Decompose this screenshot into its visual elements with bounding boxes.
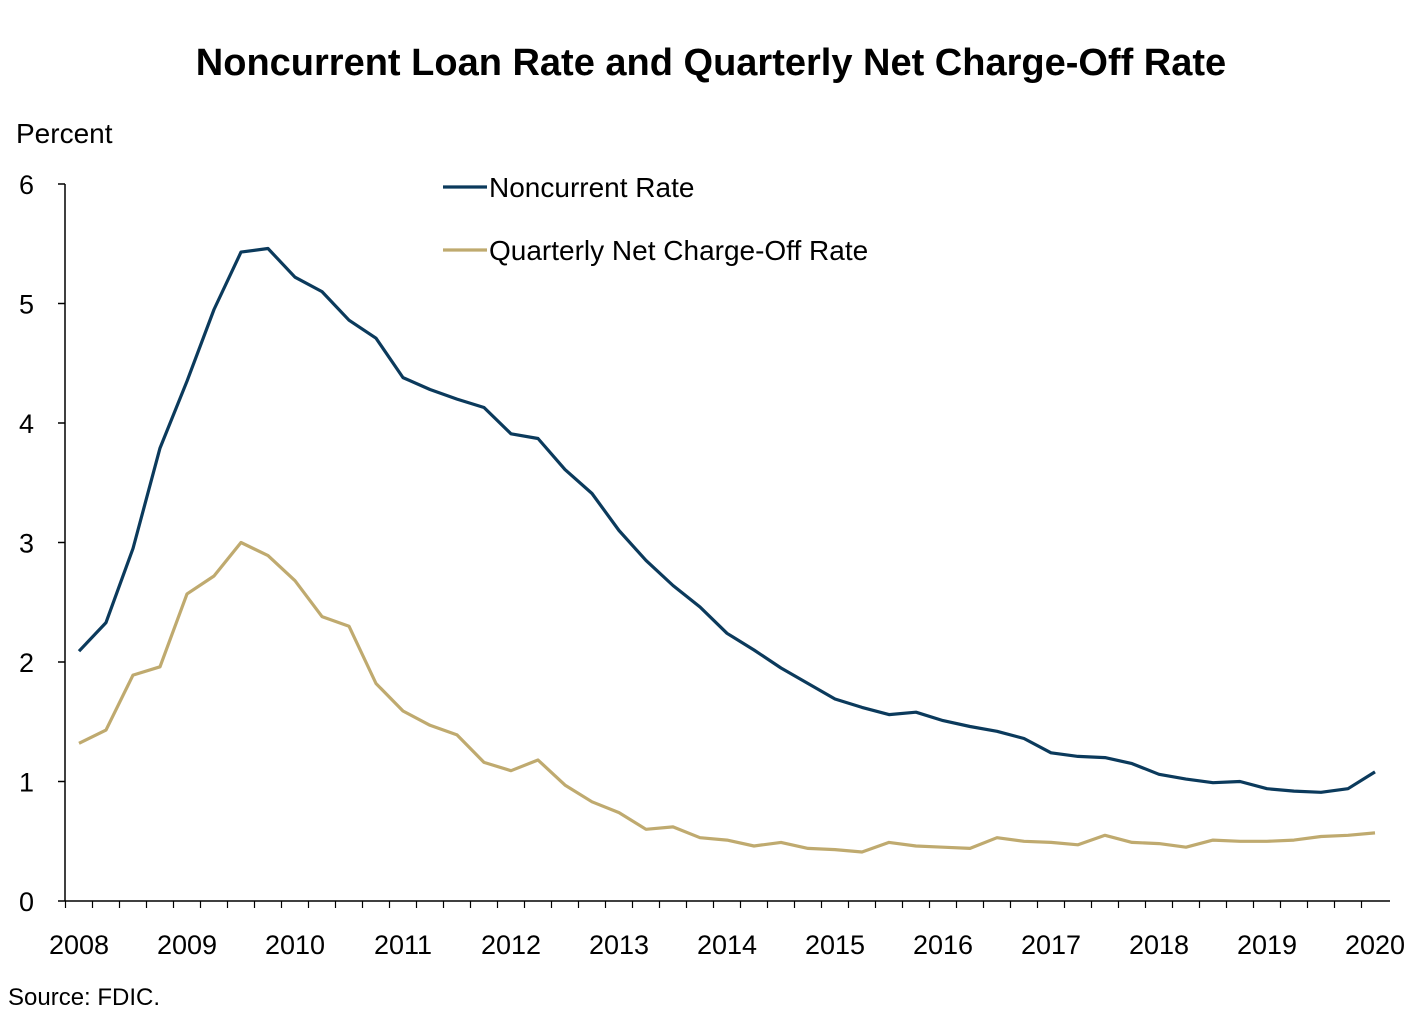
series-line-1 <box>78 540 1376 854</box>
y-tick-label: 6 <box>19 170 34 200</box>
series-line-0 <box>77 246 1376 794</box>
x-tick-label: 2008 <box>49 930 109 960</box>
y-tick-label: 0 <box>19 887 34 917</box>
chart-title: Noncurrent Loan Rate and Quarterly Net C… <box>195 42 1227 84</box>
x-tick-label: 2010 <box>265 930 325 960</box>
x-tick-label: 2015 <box>805 930 865 960</box>
y-tick-label: 4 <box>19 409 34 439</box>
series-lines <box>77 246 1376 854</box>
x-tick-label: 2012 <box>481 930 541 960</box>
x-tick-label: 2019 <box>1237 930 1297 960</box>
legend: Noncurrent Rate Quarterly Net Charge-Off … <box>443 172 868 266</box>
x-tick-label: 2016 <box>913 930 973 960</box>
y-tick-label: 1 <box>19 768 34 798</box>
y-axis-label: Percent <box>16 118 113 149</box>
x-tick-label: 2009 <box>157 930 217 960</box>
x-tick-label: 2018 <box>1129 930 1189 960</box>
legend-label: Quarterly Net Charge-Off Rate <box>489 235 868 266</box>
source-note: Source: FDIC. <box>8 984 161 1011</box>
axes: 0 1 2 3 4 5 6 2008 2009 2010 2011 2012 2013 2014 2015 2… <box>19 170 1405 960</box>
y-tick-label: 2 <box>19 648 34 678</box>
x-tick-label: 2020 <box>1345 930 1405 960</box>
legend-label: Noncurrent Rate <box>489 172 694 203</box>
x-tick-label: 2013 <box>589 930 649 960</box>
x-tick-label: 2014 <box>697 930 757 960</box>
x-tick-label: 2011 <box>374 930 432 960</box>
y-tick-label: 5 <box>19 290 34 320</box>
y-tick-label: 3 <box>19 529 34 559</box>
x-tick-label: 2017 <box>1021 930 1081 960</box>
